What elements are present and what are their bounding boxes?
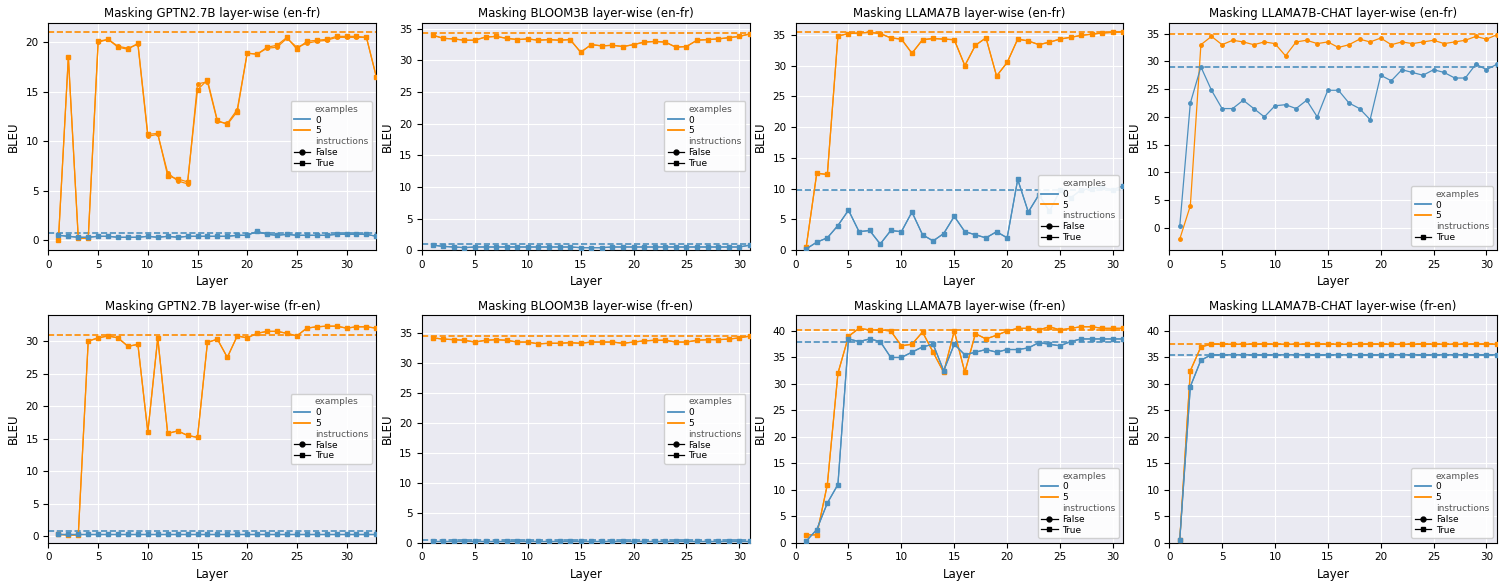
Title: Masking BLOOM3B layer-wise (fr-en): Masking BLOOM3B layer-wise (fr-en) bbox=[478, 299, 693, 313]
Y-axis label: BLEU: BLEU bbox=[754, 121, 767, 152]
Y-axis label: BLEU: BLEU bbox=[8, 414, 20, 444]
Legend: examples, 0, 5, instructions, False, True: examples, 0, 5, instructions, False, Tru… bbox=[665, 394, 746, 464]
Legend: examples, 0, 5, instructions, False, True: examples, 0, 5, instructions, False, Tru… bbox=[1038, 175, 1119, 246]
Y-axis label: BLEU: BLEU bbox=[381, 414, 394, 444]
X-axis label: Layer: Layer bbox=[196, 568, 229, 581]
X-axis label: Layer: Layer bbox=[1316, 568, 1349, 581]
Title: Masking LLAMA7B layer-wise (en-fr): Masking LLAMA7B layer-wise (en-fr) bbox=[853, 7, 1066, 20]
Title: Masking BLOOM3B layer-wise (en-fr): Masking BLOOM3B layer-wise (en-fr) bbox=[478, 7, 693, 20]
Title: Masking LLAMA7B layer-wise (fr-en): Masking LLAMA7B layer-wise (fr-en) bbox=[854, 299, 1065, 313]
Legend: examples, 0, 5, instructions, False, True: examples, 0, 5, instructions, False, Tru… bbox=[1038, 468, 1119, 538]
X-axis label: Layer: Layer bbox=[570, 568, 603, 581]
Y-axis label: BLEU: BLEU bbox=[1128, 121, 1140, 152]
Legend: examples, 0, 5, instructions, False, True: examples, 0, 5, instructions, False, Tru… bbox=[665, 101, 746, 172]
X-axis label: Layer: Layer bbox=[1316, 275, 1349, 289]
Title: Masking LLAMA7B-CHAT layer-wise (fr-en): Masking LLAMA7B-CHAT layer-wise (fr-en) bbox=[1209, 299, 1457, 313]
X-axis label: Layer: Layer bbox=[570, 275, 603, 289]
Title: Masking GPTN2.7B layer-wise (en-fr): Masking GPTN2.7B layer-wise (en-fr) bbox=[104, 7, 320, 20]
Legend: examples, 0, 5, instructions, False, True: examples, 0, 5, instructions, False, Tru… bbox=[290, 101, 371, 172]
X-axis label: Layer: Layer bbox=[196, 275, 229, 289]
Legend: examples, 0, 5, instructions, False, True: examples, 0, 5, instructions, False, Tru… bbox=[290, 394, 371, 464]
X-axis label: Layer: Layer bbox=[943, 275, 976, 289]
Y-axis label: BLEU: BLEU bbox=[381, 121, 394, 152]
Y-axis label: BLEU: BLEU bbox=[1128, 414, 1140, 444]
X-axis label: Layer: Layer bbox=[943, 568, 976, 581]
Y-axis label: BLEU: BLEU bbox=[754, 414, 767, 444]
Title: Masking LLAMA7B-CHAT layer-wise (en-fr): Masking LLAMA7B-CHAT layer-wise (en-fr) bbox=[1209, 7, 1457, 20]
Y-axis label: BLEU: BLEU bbox=[8, 121, 20, 152]
Title: Masking GPTN2.7B layer-wise (fr-en): Masking GPTN2.7B layer-wise (fr-en) bbox=[105, 299, 320, 313]
Legend: examples, 0, 5, instructions, True: examples, 0, 5, instructions, True bbox=[1411, 186, 1492, 246]
Legend: examples, 0, 5, instructions, False, True: examples, 0, 5, instructions, False, Tru… bbox=[1411, 468, 1492, 538]
